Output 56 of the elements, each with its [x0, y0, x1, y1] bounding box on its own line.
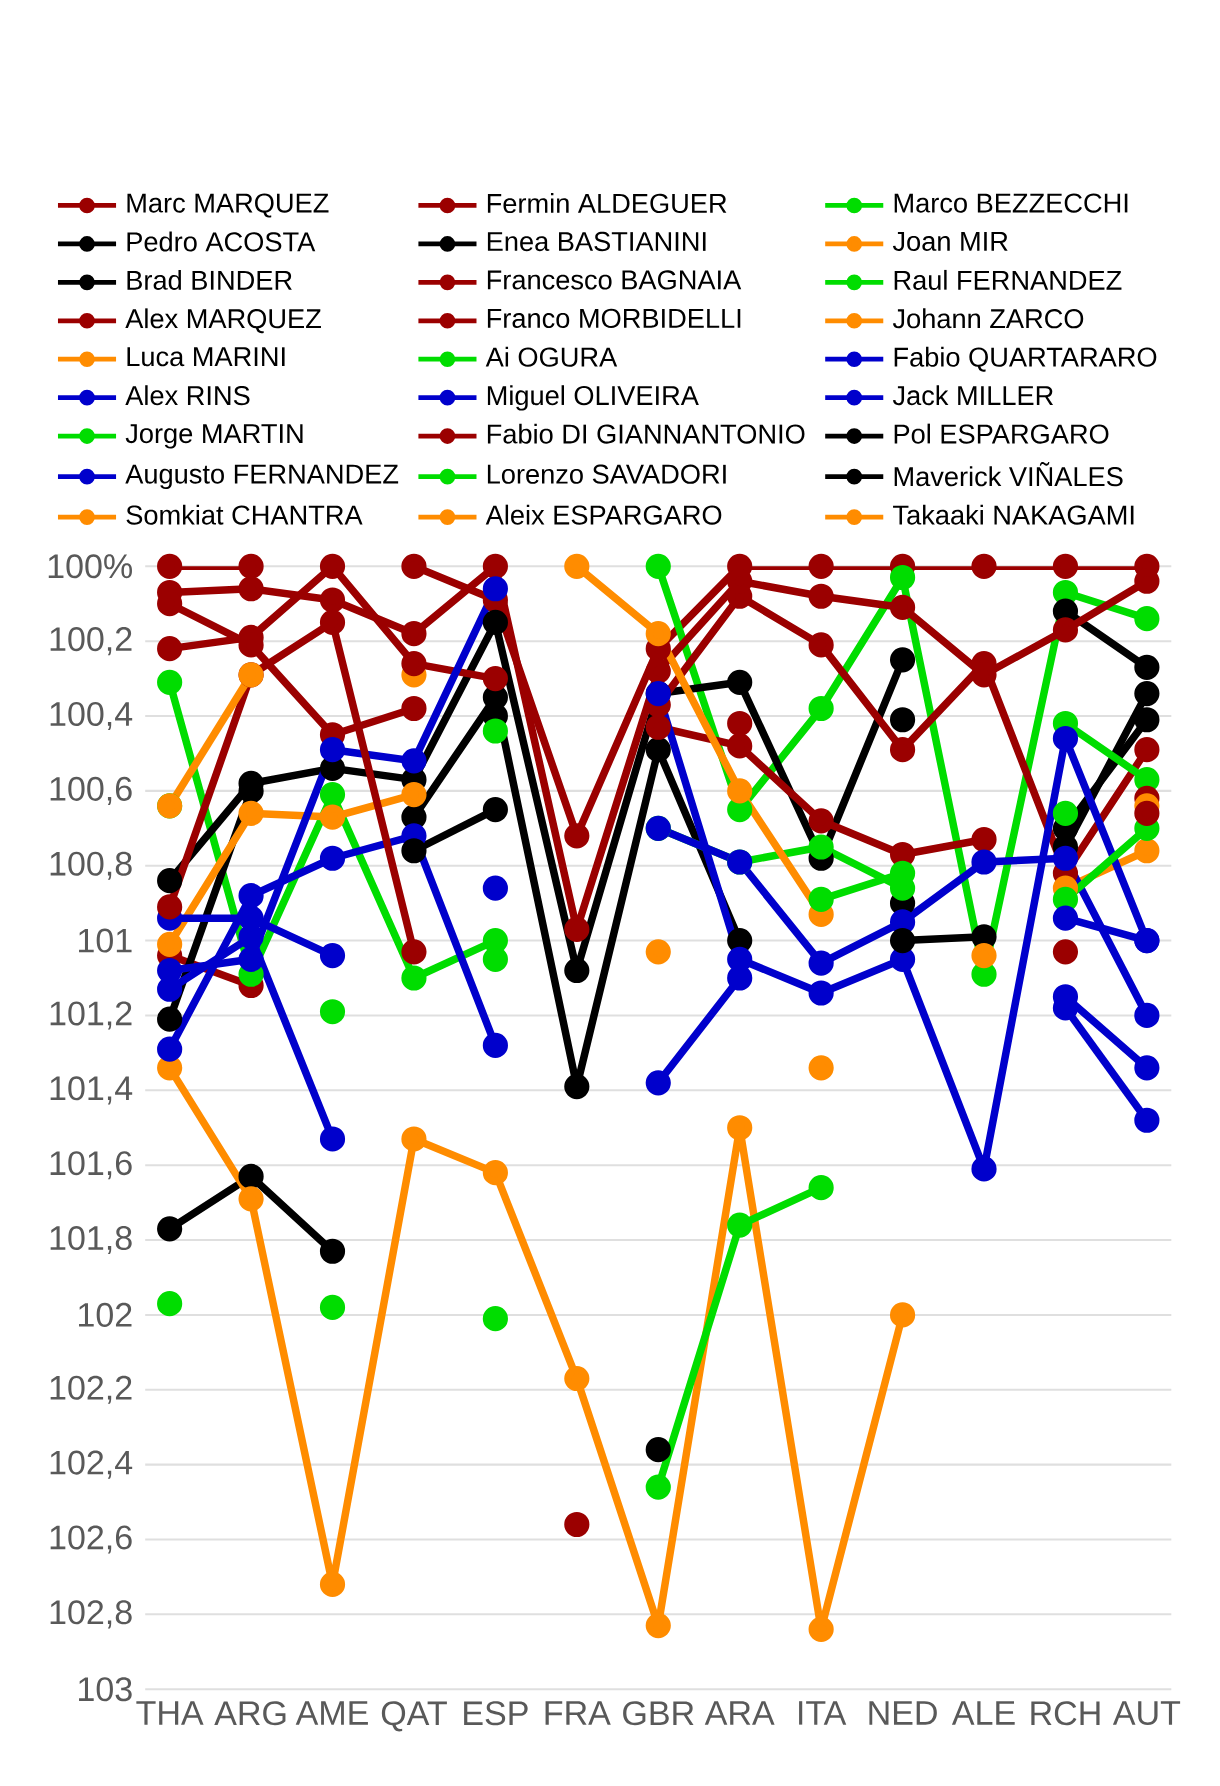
y-tick-label: 101,4	[50, 1076, 133, 1105]
legend-label: Joan MIR	[893, 232, 1008, 251]
legend-label: Fermin ALDEGUER	[488, 193, 727, 214]
legend-label: Augusto FERNANDEZ	[125, 464, 399, 490]
legend-label: Pedro ACOSTA	[127, 231, 316, 252]
y-tick-label: 102,4	[50, 1450, 133, 1479]
y-tick-label: 101	[79, 928, 132, 953]
x-tick-label: ALE	[952, 1701, 1015, 1725]
legend-label: Maverick VIÑALES	[894, 462, 1123, 487]
legend-label: Marco BEZZECCHI	[894, 193, 1128, 213]
legend-label: Enea BASTIANINI	[488, 231, 706, 252]
x-tick-label: QAT	[381, 1701, 448, 1732]
y-tick-label: 102	[79, 1302, 132, 1327]
y-tick-label: 103	[79, 1677, 132, 1702]
x-tick-label: GBR	[623, 1701, 694, 1726]
legend-label: Marc MARQUEZ	[127, 193, 329, 218]
x-tick-label: FRA	[545, 1701, 611, 1725]
y-tick-label: 102,6	[50, 1525, 132, 1554]
legend-label: Raul FERNANDEZ	[894, 269, 1122, 290]
y-tick-label: 102,2	[50, 1375, 132, 1404]
x-tick-label: RCH	[1031, 1701, 1100, 1726]
legend-label: Alex RINS	[125, 385, 250, 406]
y-tick-label: 100,8	[50, 851, 132, 880]
x-tick-label: AUT	[1113, 1701, 1181, 1725]
legend-label: Fabio QUARTARARO	[894, 346, 1157, 372]
legend-label: Fabio DI GIANNANTONIO	[488, 423, 805, 444]
legend-label: Luca MARINI	[127, 347, 285, 367]
legend-label: Pol ESPARGARO	[894, 423, 1109, 444]
y-tick-label: 101,8	[50, 1226, 132, 1255]
y-tick-label: 100%	[48, 554, 133, 579]
legend-label: Franco MORBIDELLI	[488, 308, 741, 328]
legend-label: Aleix ESPARGARO	[485, 504, 722, 525]
legend-label: Lorenzo SAVADORI	[488, 464, 726, 484]
legend-label: Jack MILLER	[893, 385, 1054, 406]
y-tick-label: 100,6	[50, 776, 132, 805]
x-tick-label: ARG	[214, 1701, 286, 1726]
x-tick-label: AME	[295, 1701, 369, 1725]
y-tick-label: 100,4	[50, 701, 133, 731]
x-tick-label: THA	[136, 1701, 204, 1725]
x-tick-label: ITA	[799, 1701, 847, 1725]
legend-label: Takaaki NAKAGAMI	[893, 504, 1134, 525]
legend-label: Francesco BAGNAIA	[488, 270, 742, 290]
y-tick-label: 100,2	[50, 627, 132, 656]
y-tick-label: 101,2	[50, 1001, 132, 1030]
legend-label: Brad BINDER	[127, 269, 292, 290]
legend-label: Miguel OLIVEIRA	[488, 385, 699, 411]
legend-label: Jorge MARTIN	[125, 424, 303, 449]
legend-label: Johann ZARCO	[893, 308, 1084, 329]
legend-label: Alex MARQUEZ	[125, 308, 322, 334]
y-tick-label: 102,8	[50, 1600, 132, 1629]
x-tick-label: ARA	[704, 1701, 775, 1725]
y-tick-label: 101,6	[50, 1151, 132, 1180]
x-tick-label: ESP	[464, 1701, 528, 1726]
legend-label: Ai OGURA	[485, 346, 618, 367]
x-tick-label: NED	[869, 1701, 937, 1725]
legend-label: Somkiat CHANTRA	[126, 504, 363, 525]
